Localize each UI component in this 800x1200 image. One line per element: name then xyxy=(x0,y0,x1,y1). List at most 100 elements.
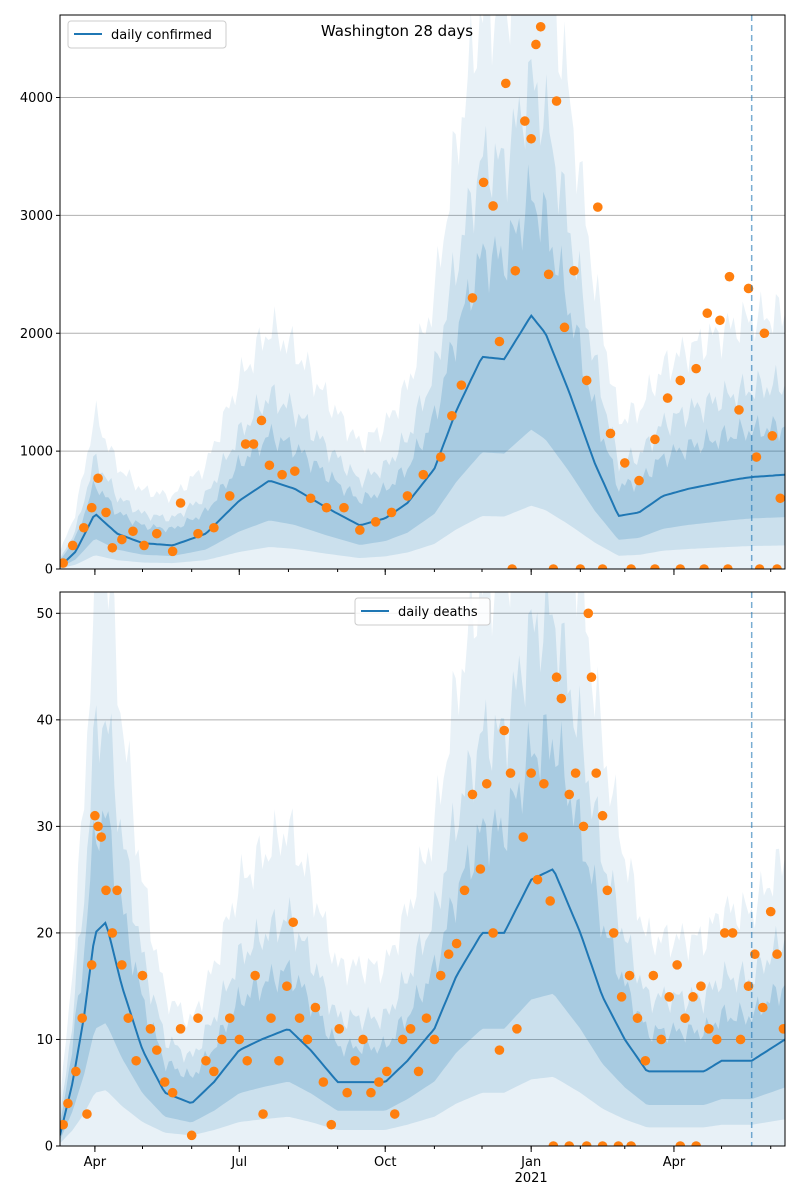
observed-point xyxy=(691,1141,701,1146)
observed-point xyxy=(613,1141,624,1146)
observed-point xyxy=(258,1109,268,1119)
observed-point xyxy=(128,526,138,537)
observed-point xyxy=(71,1066,81,1077)
observed-point xyxy=(743,981,754,991)
observed-point xyxy=(413,1066,424,1077)
observed-point xyxy=(93,821,103,832)
observed-point xyxy=(583,608,594,619)
confirmed-legend-box xyxy=(67,20,227,49)
observed-point xyxy=(507,564,517,569)
y-tick-label: 2000 xyxy=(20,327,53,342)
observed-point xyxy=(93,473,103,484)
observed-point xyxy=(256,415,267,426)
observed-point xyxy=(123,1013,134,1023)
observed-point xyxy=(551,672,562,683)
observed-point xyxy=(735,1034,746,1045)
observed-point xyxy=(518,832,529,842)
confirmed-observed-points xyxy=(60,21,785,569)
observed-point xyxy=(624,970,635,981)
observed-point xyxy=(139,540,149,551)
observed-point xyxy=(435,970,446,981)
observed-point xyxy=(640,1055,651,1066)
observed-point xyxy=(386,507,397,518)
observed-point xyxy=(175,1024,186,1034)
observed-point xyxy=(405,1024,416,1034)
observed-point xyxy=(650,564,660,569)
observed-point xyxy=(548,1141,559,1146)
observed-point xyxy=(456,380,467,390)
observed-point xyxy=(662,393,673,403)
observed-point xyxy=(467,789,478,800)
observed-point xyxy=(548,564,559,569)
observed-point xyxy=(543,269,554,280)
observed-point xyxy=(488,201,498,211)
observed-point xyxy=(107,542,118,553)
observed-point xyxy=(750,949,760,960)
observed-point xyxy=(767,431,778,441)
observed-point xyxy=(67,540,78,551)
observed-point xyxy=(475,864,486,874)
observed-point xyxy=(754,564,765,569)
y-tick-label: 0 xyxy=(45,563,53,578)
observed-point xyxy=(90,810,100,821)
observed-point xyxy=(443,949,454,960)
observed-point xyxy=(234,1034,245,1045)
observed-point xyxy=(564,1141,575,1146)
observed-point xyxy=(209,522,219,533)
observed-point xyxy=(675,375,686,386)
observed-point xyxy=(688,992,698,1002)
observed-point xyxy=(339,502,349,513)
observed-point xyxy=(556,693,567,704)
observed-point xyxy=(266,1013,276,1023)
observed-point xyxy=(274,1055,284,1066)
observed-point xyxy=(250,970,260,981)
observed-point xyxy=(342,1087,352,1098)
observed-point xyxy=(451,938,462,949)
observed-point xyxy=(581,1141,592,1146)
observed-point xyxy=(581,375,592,386)
observed-point xyxy=(526,768,536,778)
observed-point xyxy=(117,960,127,970)
deaths-uncertainty-bands xyxy=(60,592,785,1146)
uncertainty-band xyxy=(60,714,785,1141)
observed-point xyxy=(397,1034,408,1045)
observed-point xyxy=(564,789,575,800)
x-tick-label: Oct xyxy=(374,1155,396,1170)
observed-point xyxy=(532,874,543,885)
uncertainty-band xyxy=(60,58,785,569)
observed-point xyxy=(435,452,446,462)
observed-point xyxy=(512,1024,522,1034)
observed-point xyxy=(719,928,730,938)
deaths-legend-label: daily deaths xyxy=(398,605,478,620)
observed-point xyxy=(288,917,299,928)
deaths-model-line xyxy=(60,868,785,1136)
observed-point xyxy=(467,293,478,303)
observed-point xyxy=(570,768,581,778)
observed-point xyxy=(282,981,292,991)
observed-point xyxy=(586,672,597,683)
observed-point xyxy=(112,885,122,896)
observed-point xyxy=(389,1109,400,1119)
observed-point xyxy=(505,768,516,778)
x-tick-year-label: 2021 xyxy=(515,1171,548,1186)
observed-point xyxy=(591,768,602,778)
observed-point xyxy=(334,1024,345,1034)
observed-point xyxy=(675,1141,686,1146)
chart-title: Washington 28 days xyxy=(321,22,473,40)
confirmed-plot-frame xyxy=(59,14,786,570)
observed-point xyxy=(675,564,686,569)
observed-point xyxy=(302,1034,313,1045)
observed-point xyxy=(429,1034,440,1045)
observed-point xyxy=(531,39,541,50)
observed-point xyxy=(321,502,332,513)
observed-point xyxy=(224,1013,235,1023)
observed-point xyxy=(294,1013,305,1023)
observed-point xyxy=(447,410,457,421)
observed-point xyxy=(759,328,770,339)
observed-point xyxy=(632,1013,643,1023)
deaths-y-axis: 0 10 20 30 40 50 xyxy=(36,607,60,1155)
observed-point xyxy=(605,428,616,439)
observed-point xyxy=(350,1055,360,1066)
observed-point xyxy=(634,475,644,486)
observed-point xyxy=(488,928,498,938)
